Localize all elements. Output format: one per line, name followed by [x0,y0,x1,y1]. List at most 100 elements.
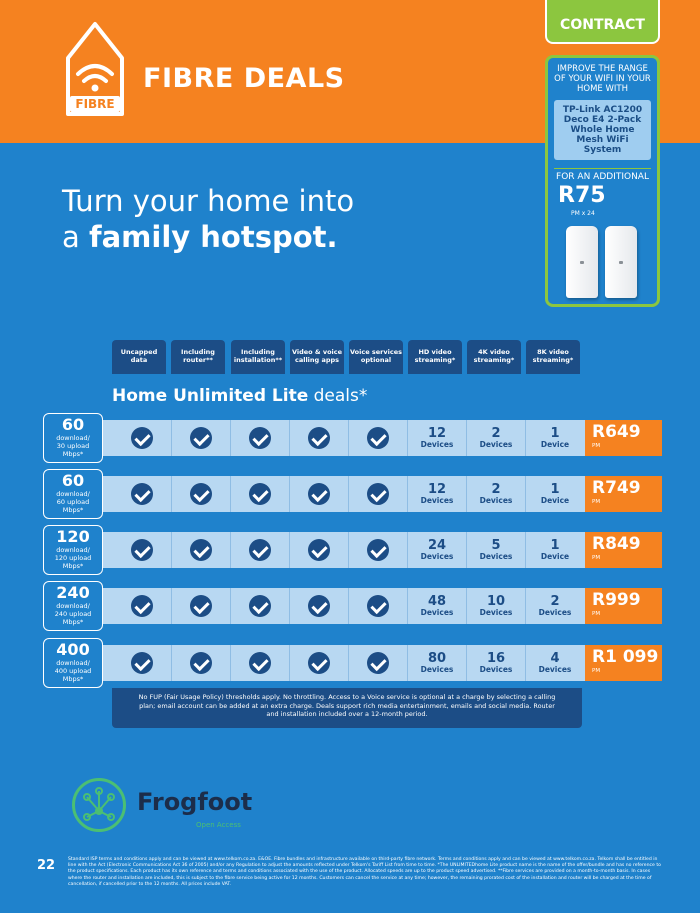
device-count: 10 [486,594,506,609]
speed-unit: Mbps* [62,506,84,514]
hero-line2-bold: family hotspot. [89,220,338,254]
check-icon [130,483,153,505]
device-count-cell: 48 Devices [407,588,466,624]
device-label: Device [540,496,570,505]
mesh-router-image [605,226,637,298]
deal-price-pm: PM [592,443,601,449]
mesh-wifi-promo: IMPROVE THE RANGE OF YOUR WIFI IN YOUR H… [545,55,660,307]
device-label: Devices [420,665,454,674]
speed-download: download/ [56,659,90,667]
device-label: Devices [479,496,513,505]
hero-line1: Turn your home into [62,184,355,218]
deal-price: R649 PM [585,420,662,456]
deal-cell [112,476,171,512]
device-label: Devices [420,496,454,505]
speed-value: 120 [56,527,90,546]
device-label: Devices [479,552,513,561]
speed-label: 240 download/240 upload Mbps* [43,581,103,631]
deal-cell [171,645,230,681]
speed-download: download/ [56,490,90,498]
deal-price: R999 PM [585,588,662,624]
device-count-cell: 2 Devices [466,476,525,512]
device-count: 1 [550,426,560,441]
deal-cell [348,476,407,512]
device-count-cell: 16 Devices [466,645,525,681]
device-count-cell: 12 Devices [407,420,466,456]
device-count: 2 [491,482,501,497]
check-icon [190,539,212,561]
deal-cell [230,420,289,456]
deal-row: 12 Devices 2 Devices 1 Device [103,420,585,456]
device-count-cell: 2 Devices [525,588,584,624]
deal-cell [171,476,230,512]
device-label: Device [540,552,570,561]
device-count-cell: 80 Devices [407,645,466,681]
check-icon [308,483,330,505]
check-icon [249,483,271,505]
deal-cell [289,645,348,681]
device-count-cell: 1 Device [525,532,584,568]
deal-price-amount: R849 [592,534,641,554]
deal-cell [289,532,348,568]
device-count-cell: 1 Device [525,420,584,456]
promo-terms: PM x 24 [571,210,595,217]
deal-cell [230,645,289,681]
promo-price: R75 [558,183,606,208]
device-count-cell: 2 Devices [466,420,525,456]
speed-download: download/ [56,434,90,442]
deal-cell [289,420,348,456]
frogfoot-logo-icon [72,778,126,832]
device-count: 2 [491,426,501,441]
device-count: 1 [550,482,560,497]
check-icon [367,427,389,449]
speed-unit: Mbps* [62,675,84,683]
deal-row: 24 Devices 5 Devices 1 Device [103,532,585,568]
feature-header: HD video streaming* [408,340,462,374]
device-count: 5 [491,538,501,553]
deal-cell [348,532,407,568]
speed-value: 240 [56,583,90,602]
deal-cell [348,420,407,456]
speed-upload: 240 upload [54,610,92,618]
feature-header: 4K video streaming* [467,340,521,374]
deal-cell [230,532,289,568]
page-number: 22 [37,858,56,873]
deal-cell [112,420,171,456]
check-icon [130,427,153,449]
promo-product: TP-Link AC1200 Deco E4 2-Pack Whole Home… [554,100,651,160]
check-icon [249,427,271,449]
deal-price: R1 099 PM [585,645,662,681]
device-count: 48 [427,594,447,609]
deal-price-amount: R749 [592,478,641,498]
deal-price: R749 PM [585,476,662,512]
device-label: Devices [538,608,572,617]
speed-label: 60 download/60 upload Mbps* [43,469,103,519]
feature-header: Including router** [171,340,225,374]
device-label: Devices [420,608,454,617]
deal-row: 12 Devices 2 Devices 1 Device [103,476,585,512]
device-label: Devices [479,608,513,617]
device-count: 24 [427,538,447,553]
device-count-cell: 24 Devices [407,532,466,568]
device-label: Devices [479,440,513,449]
device-label: Device [540,440,570,449]
device-count: 4 [550,651,560,666]
check-icon [367,595,389,617]
section-title-bold: Home Unlimited Lite [112,386,309,406]
deal-cell [171,588,230,624]
check-icon [190,483,212,505]
hero-headline: Turn your home into a family hotspot. [62,183,354,255]
speed-label: 400 download/400 upload Mbps* [43,638,103,688]
hero-line2-prefix: a [62,220,89,254]
device-count: 16 [486,651,506,666]
check-icon [130,595,153,617]
device-count-cell: 12 Devices [407,476,466,512]
deal-cell [289,588,348,624]
deal-cell [230,588,289,624]
device-count-cell: 5 Devices [466,532,525,568]
promo-intro: IMPROVE THE RANGE OF YOUR WIFI IN YOUR H… [554,64,651,94]
check-icon [249,652,271,674]
check-icon [308,595,330,617]
feature-header: Including installation** [231,340,285,374]
speed-download: download/ [56,602,90,610]
